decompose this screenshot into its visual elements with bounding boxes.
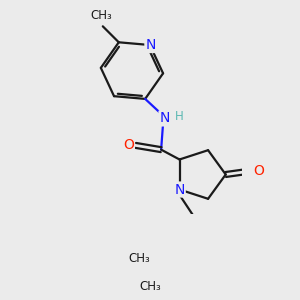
Text: CH₃: CH₃ <box>129 252 151 265</box>
Text: CH₃: CH₃ <box>140 280 161 293</box>
Text: N: N <box>146 38 156 52</box>
Text: O: O <box>253 164 264 178</box>
Text: H: H <box>175 110 183 123</box>
Text: N: N <box>174 182 185 197</box>
Text: O: O <box>123 138 134 152</box>
Text: CH₃: CH₃ <box>90 9 112 22</box>
Text: N: N <box>160 111 170 125</box>
